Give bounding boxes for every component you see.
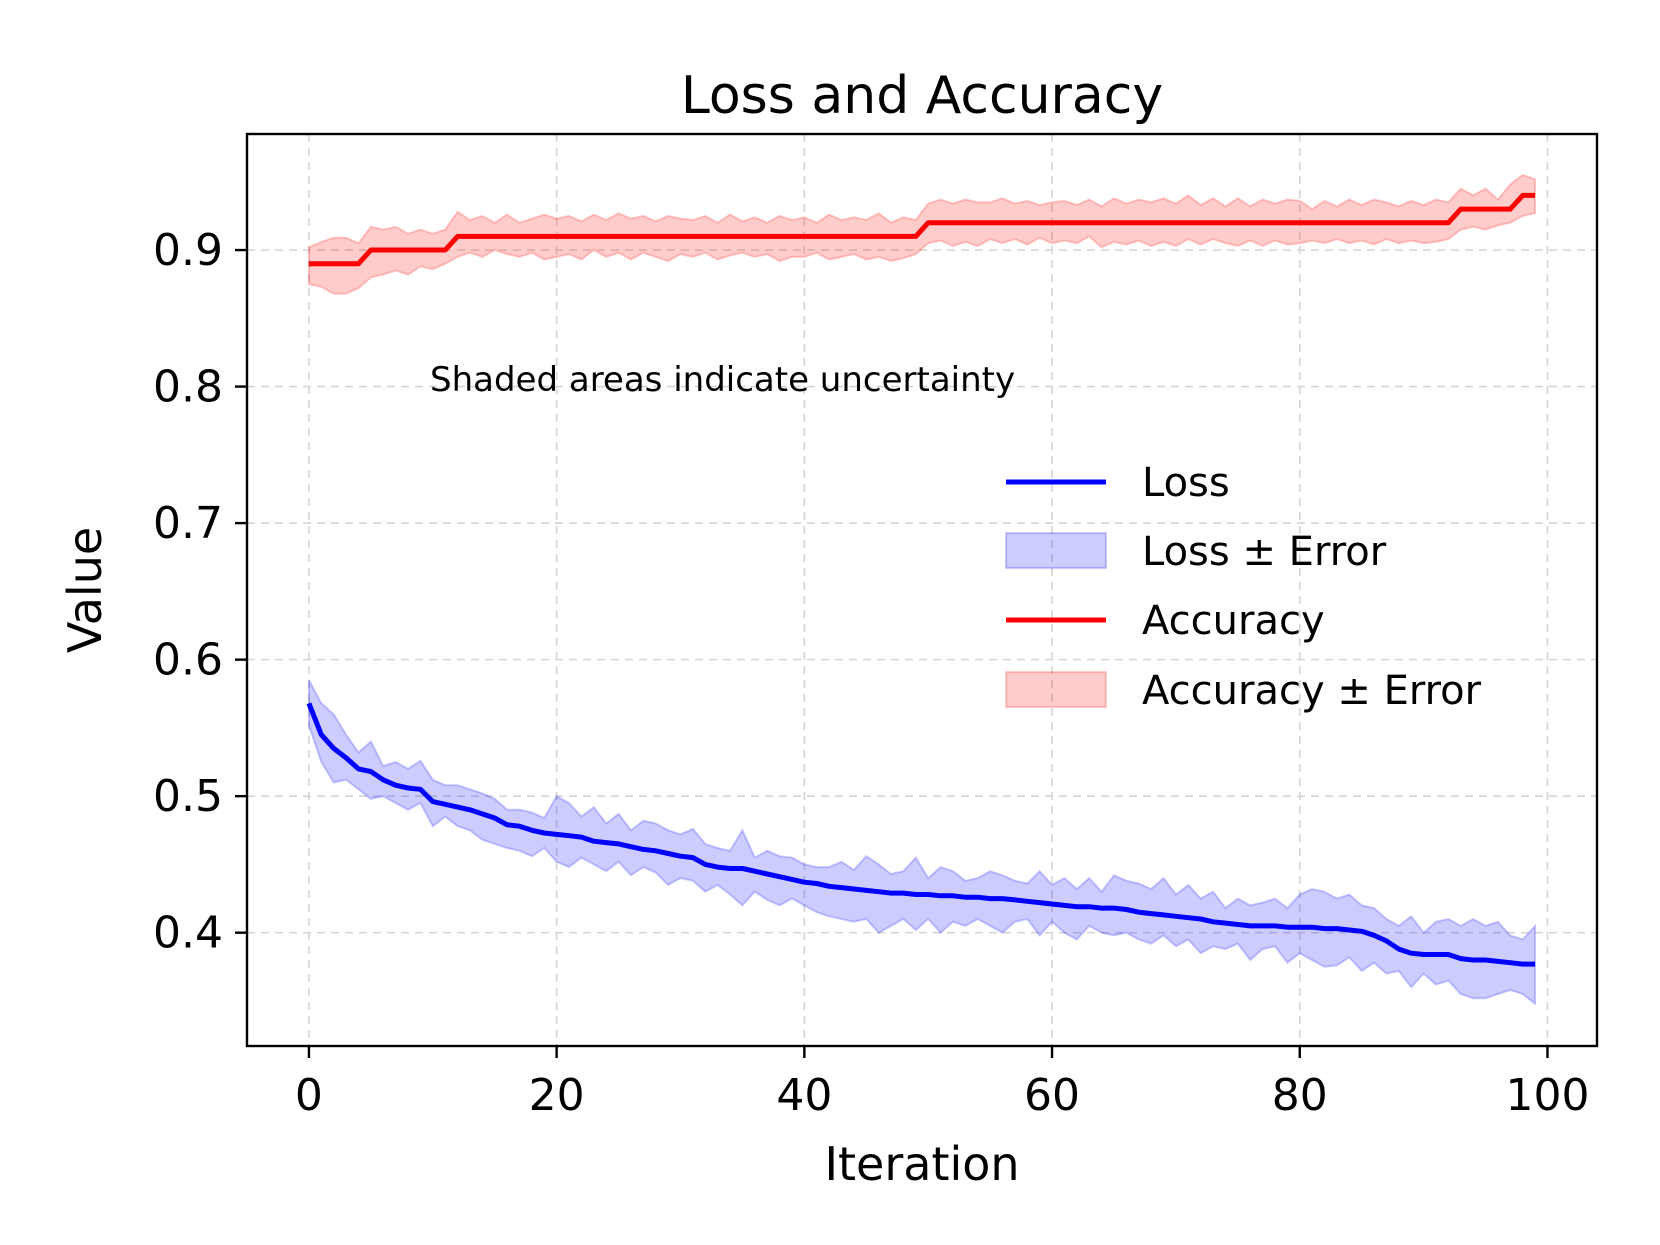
legend-loss-error-swatch bbox=[1005, 532, 1107, 569]
x-tick-label: 60 bbox=[1024, 1070, 1080, 1121]
x-tick-label: 40 bbox=[776, 1070, 832, 1121]
legend-accuracy-error-label: Accuracy ± Error bbox=[1142, 668, 1482, 714]
y-tick-label: 0.9 bbox=[153, 225, 223, 276]
x-tick-label: 0 bbox=[295, 1070, 323, 1121]
plot-frame bbox=[245, 132, 1599, 1048]
y-tick-label: 0.4 bbox=[153, 908, 223, 959]
loss-line bbox=[306, 702, 1536, 967]
x-tick-label: 20 bbox=[529, 1070, 585, 1121]
legend-loss-error-label: Loss ± Error bbox=[1142, 529, 1387, 575]
x-tick-label: 100 bbox=[1505, 1070, 1589, 1121]
y-tick-label: 0.5 bbox=[153, 771, 223, 822]
tick-layer: 0 20 40 60 80 100 0.4 0.5 0.6 0.7 0.8 0.9 bbox=[153, 225, 1589, 1121]
uncertainty-annotation: Shaded areas indicate uncertainty bbox=[430, 360, 1015, 400]
line-layer bbox=[306, 192, 1536, 967]
accuracy-line bbox=[308, 192, 1536, 267]
y-axis-label: Value bbox=[58, 527, 112, 653]
legend-accuracy-error-swatch bbox=[1005, 671, 1107, 708]
legend-loss-label: Loss bbox=[1142, 460, 1230, 506]
chart-title: Loss and Accuracy bbox=[681, 66, 1163, 126]
x-axis-label: Iteration bbox=[824, 1137, 1019, 1191]
accuracy-error-band bbox=[307, 173, 1537, 295]
y-tick-label: 0.8 bbox=[153, 362, 223, 413]
legend-accuracy-label: Accuracy bbox=[1142, 598, 1325, 644]
y-tick-label: 0.7 bbox=[153, 498, 223, 549]
y-tick-label: 0.6 bbox=[153, 635, 223, 686]
grid-layer bbox=[247, 134, 1597, 1046]
x-tick-label: 80 bbox=[1272, 1070, 1328, 1121]
legend: Loss Loss ± Error Accuracy Accuracy ± Er… bbox=[1005, 460, 1482, 714]
